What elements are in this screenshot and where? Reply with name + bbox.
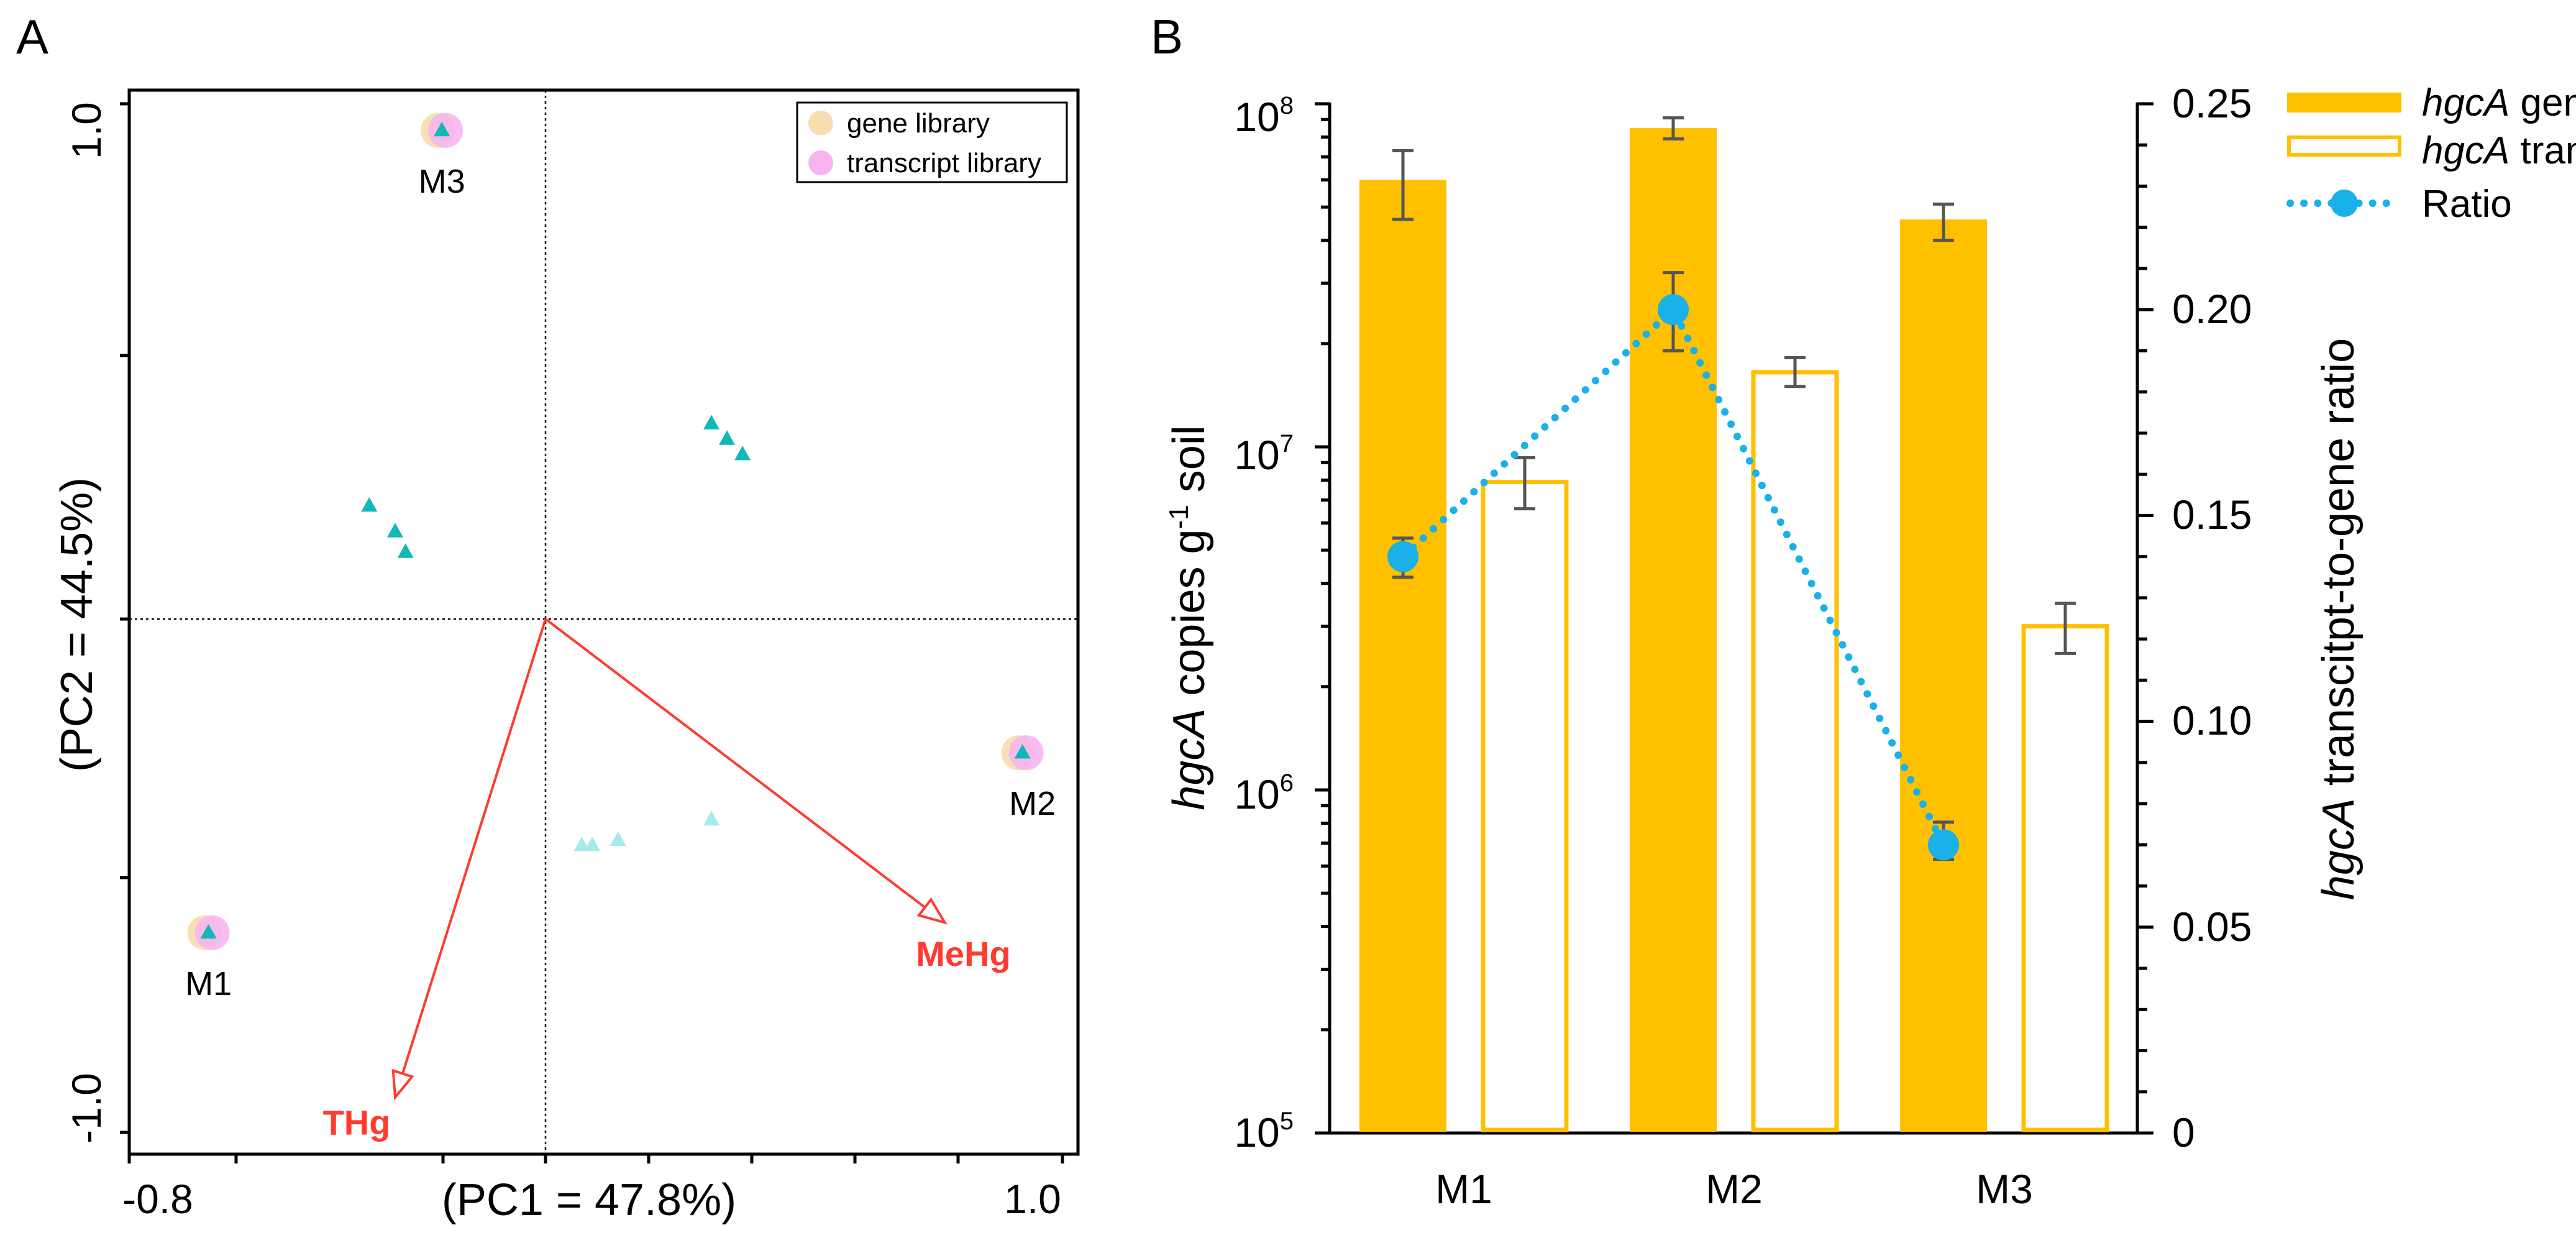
panel-b: B 105 106 107 108 0 0.05 0.10 0.15 0.20 …: [1151, 9, 2576, 1212]
pca-legend-box: [796, 101, 1068, 183]
right-tick-labels: 0 0.05 0.10 0.15 0.20 0.25: [2172, 80, 2252, 1155]
right-tick-label: 0: [2172, 1109, 2195, 1155]
legend-trans-swatch: [2287, 135, 2401, 157]
ratio-point: [1387, 541, 1418, 572]
ylabel-superscript: -1: [1164, 505, 1194, 529]
ratio-point: [1928, 829, 1959, 861]
otu-point: [397, 543, 414, 558]
legend-trans: hgcA trans: [2422, 129, 2576, 172]
ylabel-end: soil: [1164, 425, 1214, 505]
log-tick-exponent: 6: [1280, 769, 1294, 797]
log-tick-exponent: 7: [1280, 430, 1294, 457]
y-tick-label-min: -1.0: [63, 1073, 109, 1144]
otu-point: [734, 446, 751, 461]
x-tick-label-min: -0.8: [122, 1176, 193, 1222]
right-tick-label: 0.20: [2172, 286, 2252, 332]
log-tick-exponent: 8: [1280, 92, 1294, 119]
otu-point-light: [703, 810, 720, 826]
vector-label: MeHg: [916, 934, 1010, 973]
pca-y-ticks: [120, 102, 129, 1134]
category-label-m3: M3: [1976, 1166, 2033, 1212]
otu-point-light: [573, 837, 590, 851]
left-tick-labels: 105 106 107 108: [1234, 92, 1294, 1155]
pca-y-axis-label: (PC2 = 44.5%): [52, 477, 102, 772]
legend-ratio-rest: Ratio: [2422, 183, 2512, 226]
site-otu-marker: [434, 121, 450, 137]
log-tick-base: 10: [1234, 94, 1279, 140]
legend-gene: hgcA gene: [2422, 81, 2576, 124]
pca-content: M1 M2 M3 MeHg THg: [185, 112, 1056, 1142]
site-label: M3: [419, 163, 465, 200]
legend-trans-italic: hgcA: [2422, 129, 2510, 172]
x-tick-label-max: 1.0: [1004, 1176, 1061, 1222]
ylabel-text: copies g: [1164, 529, 1214, 708]
legend-gene-rest: gene: [2510, 81, 2576, 124]
vector-mehg-line: [544, 618, 926, 909]
panel-a-label: A: [16, 9, 48, 64]
pca-legend: gene library transcript library: [796, 101, 1068, 183]
right-tick-label: 0.10: [2172, 697, 2252, 743]
transcript-bar: [2021, 624, 2109, 1132]
legend-transcript-library: transcript library: [847, 148, 1041, 178]
site-label: M1: [185, 965, 232, 1003]
log-tick-base: 10: [1234, 432, 1279, 478]
legend-ratio: Ratio: [2422, 183, 2512, 226]
gene-library-swatch: [808, 111, 833, 135]
right-tick-label: 0.15: [2172, 492, 2252, 538]
right-tick-label: 0.05: [2172, 904, 2252, 950]
ratio-line: [1399, 303, 1947, 849]
panel-b-label: B: [1151, 9, 1183, 64]
svg-text:107: 107: [1234, 430, 1294, 478]
y2label-gene-name: hgcA: [2314, 798, 2364, 900]
y-tick-label-max: 1.0: [63, 102, 109, 159]
log-tick-base: 10: [1234, 771, 1279, 817]
log-tick-base: 10: [1234, 1109, 1279, 1155]
site-otu-marker: [200, 924, 217, 939]
ratio-point: [1658, 294, 1689, 326]
bar-legend: hgcA gene hgcA trans Ratio: [2286, 81, 2576, 226]
vector-thg-arrowhead: [391, 1068, 414, 1101]
bar-axis-ticks: [1315, 102, 2154, 1135]
legend-gene-library: gene library: [847, 108, 990, 139]
legend-gene-italic: hgcA: [2422, 81, 2510, 124]
otu-point-light: [610, 831, 626, 847]
pca-x-axis-label: (PC1 = 47.8%): [442, 1175, 736, 1225]
otu-point: [703, 415, 720, 429]
vector-thg-line: [401, 618, 547, 1075]
bar-content: [1359, 116, 2109, 1132]
otu-point-light: [584, 837, 601, 851]
transcript-bar: [1751, 370, 1839, 1132]
ylabel-gene-name: hgcA: [1164, 709, 1214, 810]
legend-gene-swatch: [2287, 93, 2401, 112]
category-label-m1: M1: [1435, 1166, 1492, 1212]
gene-bar: [1900, 219, 1987, 1132]
otu-point: [387, 523, 404, 538]
legend-ratio-marker: [2331, 190, 2358, 217]
y2label-text: transcitpt-to-gene ratio: [2314, 338, 2364, 798]
otu-point: [361, 497, 378, 512]
gene-bar: [1359, 180, 1446, 1132]
category-label-m2: M2: [1706, 1166, 1763, 1212]
pca-x-ticks: [127, 1154, 1064, 1163]
vector-mehg-arrowhead: [916, 897, 948, 925]
site-label: M2: [1009, 785, 1056, 822]
bar-left-axis-label: hgcA copies g-1 soil: [1164, 425, 1214, 810]
site-otu-marker: [1014, 744, 1031, 759]
right-tick-label: 0.25: [2172, 80, 2252, 126]
svg-text:106: 106: [1234, 769, 1294, 817]
log-tick-exponent: 5: [1280, 1108, 1294, 1135]
transcript-library-swatch: [808, 150, 833, 175]
svg-text:105: 105: [1234, 1108, 1294, 1155]
pca-plot-frame: [127, 88, 1080, 1156]
otu-point: [719, 430, 736, 445]
legend-trans-rest: trans: [2510, 129, 2576, 172]
bar-right-axis-label: hgcA transcitpt-to-gene ratio: [2314, 338, 2364, 900]
transcript-bar: [1481, 480, 1569, 1132]
panel-a: A -0.8 1.0 1.0 -1.0: [16, 9, 1080, 1225]
svg-text:108: 108: [1234, 92, 1294, 140]
vector-label: THg: [323, 1103, 391, 1142]
